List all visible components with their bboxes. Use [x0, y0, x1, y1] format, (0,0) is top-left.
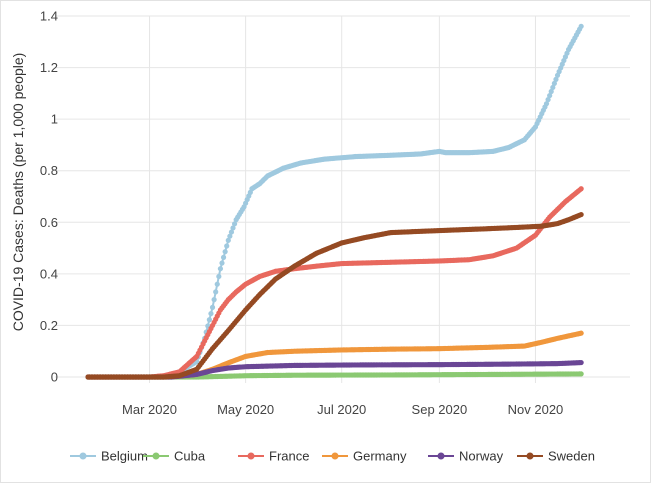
legend-swatch-marker [331, 452, 339, 460]
y-tick-label: 1 [51, 112, 58, 127]
legend-label: Belgium [101, 449, 148, 464]
data-point-belgium [578, 23, 584, 29]
x-tick-label: Nov 2020 [508, 402, 564, 417]
legend-item-sweden[interactable]: Sweden [517, 449, 595, 464]
y-tick-label: 0 [51, 370, 58, 385]
y-tick-label: 0.4 [40, 266, 58, 281]
data-point-belgium [224, 243, 230, 249]
legend-swatch-marker [79, 452, 87, 460]
legend-item-belgium[interactable]: Belgium [70, 449, 148, 464]
data-point-sweden [578, 211, 584, 218]
legend-swatch-marker [152, 452, 160, 460]
legend-item-cuba[interactable]: Cuba [143, 449, 206, 464]
data-point-belgium [209, 304, 216, 310]
data-point-germany [578, 330, 584, 336]
y-axis-label: COVID-19 Cases: Deaths (per 1,000 people… [10, 53, 26, 332]
legend-label: Sweden [548, 449, 595, 464]
data-point-norway [578, 359, 584, 366]
data-point-belgium [553, 76, 559, 82]
data-point-belgium [225, 237, 231, 243]
data-point-belgium [547, 92, 553, 99]
series-sweden [85, 211, 584, 380]
legend-swatch-marker [526, 452, 534, 460]
x-tick-label: Sep 2020 [412, 402, 468, 417]
legend-label: Germany [353, 449, 407, 464]
legend-item-germany[interactable]: Germany [322, 449, 407, 464]
data-point-belgium [231, 221, 238, 227]
data-point-belgium [213, 289, 219, 295]
y-tick-label: 0.6 [40, 215, 58, 230]
data-point-belgium [222, 249, 228, 255]
data-point-belgium [548, 88, 554, 95]
y-axis-ticks: 0 0.2 0.4 0.6 0.8 1 1.2 1.4 [40, 9, 58, 385]
data-point-belgium [551, 80, 557, 87]
data-point-belgium [206, 317, 212, 323]
legend[interactable]: Belgium Cuba France Germany Norway Sweden [70, 449, 595, 464]
data-point-belgium [543, 101, 550, 107]
data-point-belgium [214, 281, 220, 287]
legend-item-france[interactable]: France [238, 449, 309, 464]
series-layer [85, 23, 584, 380]
y-tick-label: 1.2 [40, 60, 58, 75]
data-point-belgium [216, 273, 222, 280]
data-point-belgium [208, 310, 214, 317]
data-point-belgium [227, 233, 233, 239]
data-point-belgium [545, 97, 551, 103]
data-point-belgium [219, 260, 225, 266]
data-point-belgium [550, 84, 556, 91]
legend-swatch-marker [437, 452, 445, 460]
y-tick-label: 0.2 [40, 318, 58, 333]
x-tick-label: Jul 2020 [317, 402, 366, 417]
data-point-belgium [228, 229, 235, 235]
data-point-belgium [211, 297, 217, 303]
y-tick-label: 0.8 [40, 163, 58, 178]
legend-label: Cuba [174, 449, 206, 464]
x-axis-ticks: Mar 2020 May 2020 Jul 2020 Sep 2020 Nov 2020 [122, 402, 563, 417]
x-tick-label: Mar 2020 [122, 402, 177, 417]
legend-item-norway[interactable]: Norway [428, 449, 504, 464]
legend-label: Norway [459, 449, 504, 464]
data-point-france [578, 186, 584, 192]
legend-swatch-marker [247, 452, 255, 460]
data-point-belgium [230, 225, 236, 231]
data-point-belgium [217, 266, 224, 272]
x-tick-label: May 2020 [217, 402, 274, 417]
data-point-belgium [220, 254, 227, 260]
data-point-cuba [578, 371, 584, 377]
legend-label: France [269, 449, 309, 464]
y-tick-label: 1.4 [40, 9, 58, 24]
